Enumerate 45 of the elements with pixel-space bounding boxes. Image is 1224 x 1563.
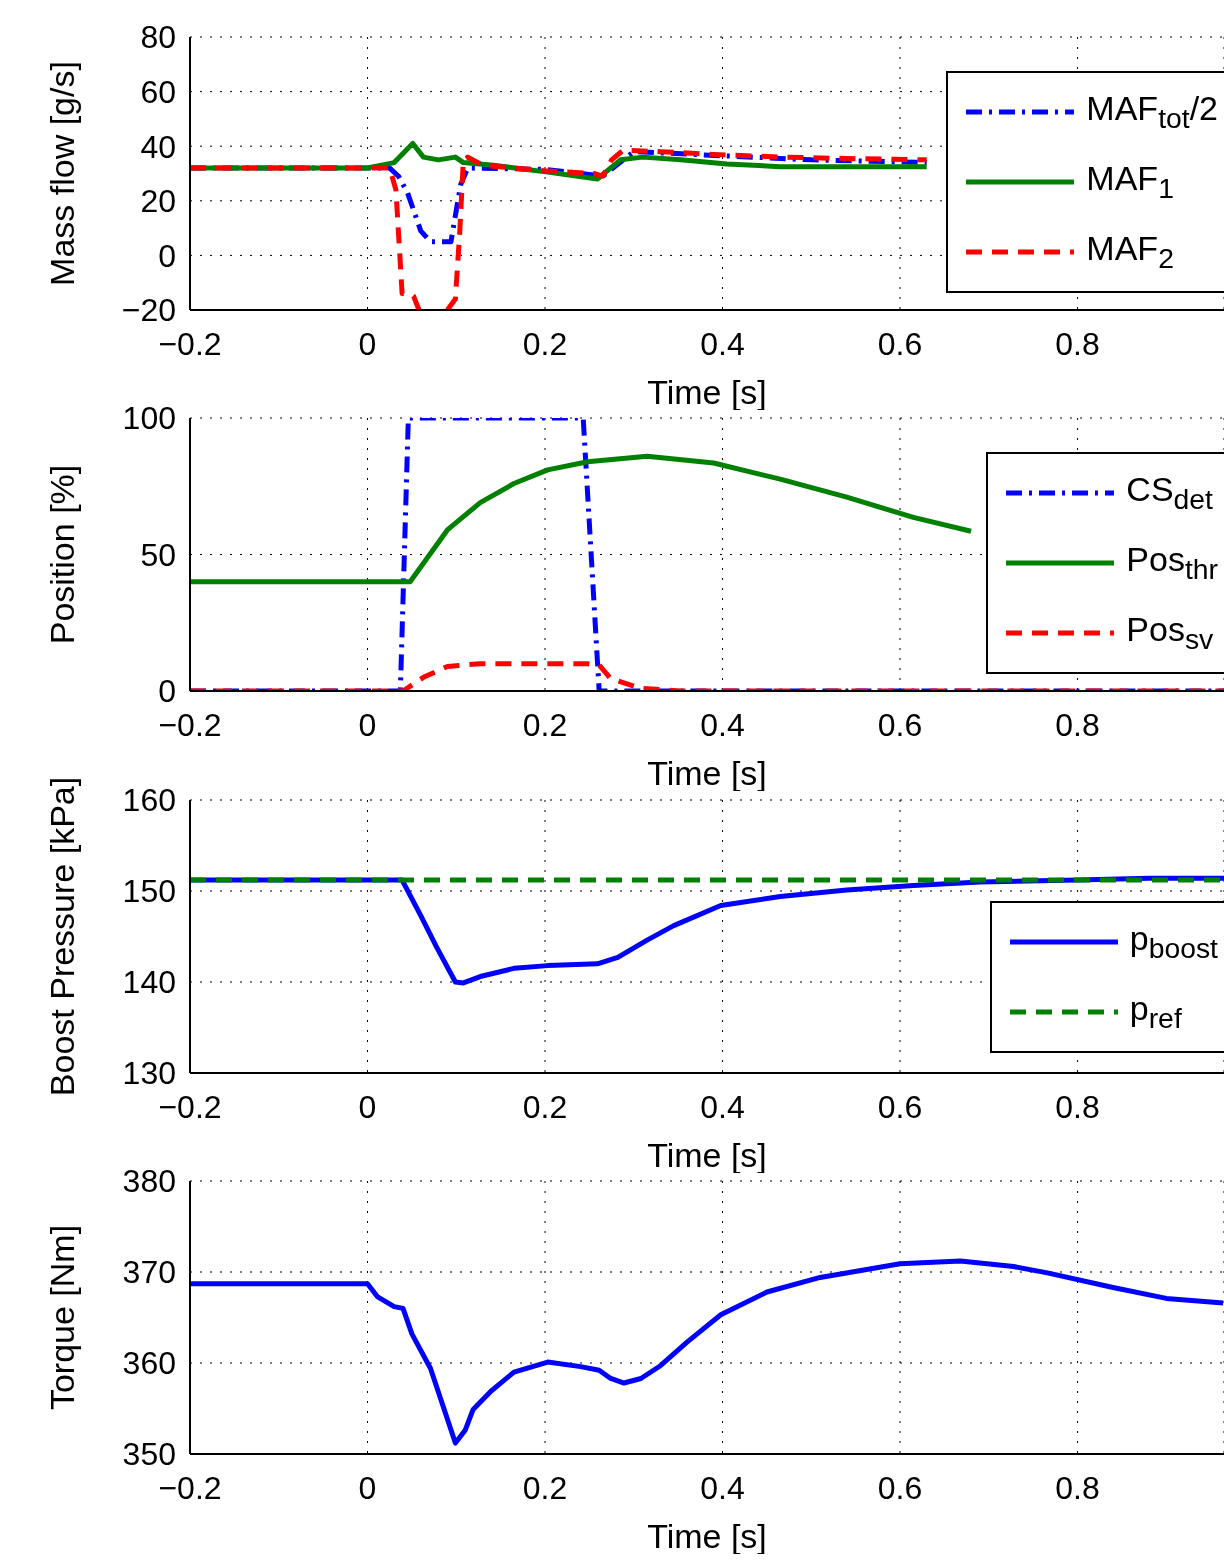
y-axis-title: Mass flow [g/s] xyxy=(43,61,82,286)
y-tick-label: 20 xyxy=(140,183,176,220)
x-tick-label: 0.6 xyxy=(877,1469,923,1506)
x-tick-label: 0 xyxy=(358,706,377,743)
x-tick-label: 0.4 xyxy=(700,1088,745,1125)
legend-label: MAF$_{tot}$/2 xyxy=(1086,88,1218,135)
x-tick-label: 0.2 xyxy=(522,325,568,362)
x-tick-label: 0 xyxy=(358,1088,377,1125)
legend-label: Pos$_{sv}$ xyxy=(1126,609,1214,656)
y-tick-label: 140 xyxy=(122,964,176,1001)
y-axis-title: Boost Pressure [kPa] xyxy=(43,776,82,1097)
y-tick-label: 100 xyxy=(122,400,176,437)
x-tick-label: 0.8 xyxy=(1055,325,1100,362)
x-tick-label: 0.8 xyxy=(1055,1469,1100,1506)
x-tick-label: 0 xyxy=(358,1469,377,1506)
y-tick-label: 40 xyxy=(140,128,176,165)
y-axis-title: Position [%] xyxy=(43,464,82,645)
x-tick-label: 0.2 xyxy=(522,1469,568,1506)
x-tick-label: 0.2 xyxy=(522,1088,568,1125)
y-tick-label: 160 xyxy=(122,782,176,819)
legend-label: CS$_{det}$ xyxy=(1126,469,1213,516)
x-tick-label: 0 xyxy=(358,325,377,362)
x-tick-label: 0.6 xyxy=(877,325,923,362)
y-tick-label: 80 xyxy=(140,19,176,56)
x-tick-label: 0.4 xyxy=(700,706,745,743)
x-tick-label: 0.4 xyxy=(700,1469,745,1506)
y-tick-label: 0 xyxy=(158,237,176,274)
legend-label: p$_{boost}$ xyxy=(1129,919,1218,965)
y-tick-label: 360 xyxy=(122,1345,176,1382)
x-tick-label: 0.8 xyxy=(1055,1088,1100,1125)
x-tick-label: 0.2 xyxy=(522,706,568,743)
x-tick-label: 0.6 xyxy=(877,1088,923,1125)
x-tick-label: 0.4 xyxy=(700,325,745,362)
x-tick-label: 0.6 xyxy=(877,706,923,743)
y-axis-title: Torque [Nm] xyxy=(43,1224,82,1411)
x-tick-label: 0.8 xyxy=(1055,706,1100,743)
y-tick-label: 150 xyxy=(122,873,176,910)
legend-label: MAF$_{1}$ xyxy=(1086,158,1174,205)
legend-label: p$_{ref}$ xyxy=(1129,989,1182,1035)
y-tick-label: 50 xyxy=(140,536,176,573)
y-tick-label: 380 xyxy=(122,1163,176,1200)
y-tick-label: 370 xyxy=(122,1254,176,1291)
legend-label: MAF$_{2}$ xyxy=(1086,228,1174,275)
y-tick-label: 60 xyxy=(140,73,176,110)
legend-label: Pos$_{thr}$ xyxy=(1126,539,1218,586)
